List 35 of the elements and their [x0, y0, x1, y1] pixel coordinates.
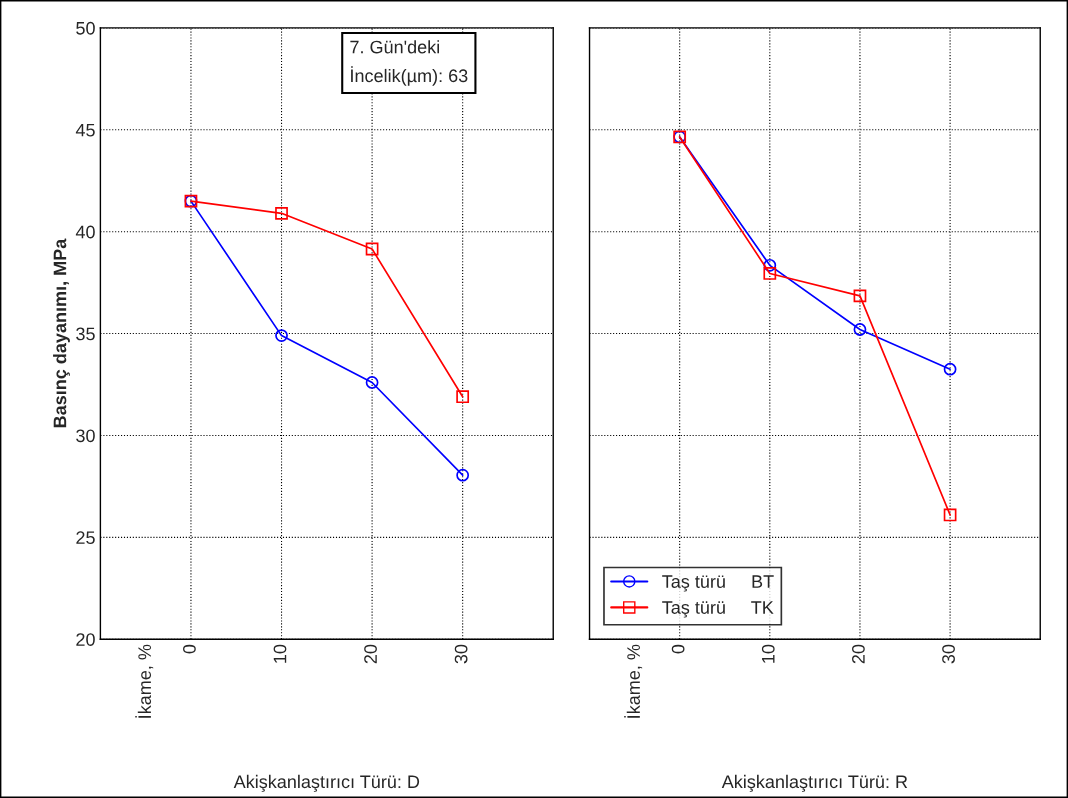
point — [365, 376, 379, 389]
point — [763, 267, 777, 280]
legend-label: Taş türü TK — [662, 601, 774, 618]
point — [853, 323, 867, 336]
x-tick-label: 20 — [364, 644, 377, 664]
x-tick-label: 10 — [273, 644, 287, 663]
x-tick-label: İkame, % — [135, 644, 154, 718]
x-tick-label: 10 — [761, 644, 775, 663]
x-axis-title: Akişkanlaştırıcı Türü: D — [233, 774, 420, 792]
point — [365, 242, 379, 256]
y-axis-title: Basınç dayanımı, MPa — [53, 238, 70, 428]
point — [275, 206, 288, 220]
x-tick-label: 0 — [183, 644, 196, 654]
point — [275, 329, 288, 342]
x-axis-title: Akişkanlaştırıcı Türü: R — [721, 774, 908, 792]
y-tick-label: 30 — [76, 429, 95, 443]
x-tick-label: 20 — [852, 644, 865, 664]
point — [763, 258, 777, 272]
y-tick-label: 25 — [76, 531, 95, 545]
point — [943, 508, 957, 522]
y-tick-label: 20 — [76, 633, 95, 646]
y-tick-label: 40 — [75, 225, 95, 239]
point — [943, 362, 957, 376]
x-tick-label: 30 — [942, 644, 955, 664]
y-tick-label: 50 — [76, 21, 95, 35]
legend-label: Taş türü BT — [662, 575, 774, 592]
annotation: 7. Gün'deki İncelik(µm): 63 — [350, 40, 468, 86]
y-tick-label: 45 — [75, 123, 95, 137]
point — [456, 390, 470, 404]
point — [853, 289, 867, 303]
x-tick-label: İkame, % — [624, 644, 643, 718]
x-tick-label: 0 — [671, 644, 685, 654]
point — [456, 468, 470, 482]
x-tick-label: 30 — [454, 644, 468, 664]
y-tick-label: 35 — [76, 327, 95, 341]
